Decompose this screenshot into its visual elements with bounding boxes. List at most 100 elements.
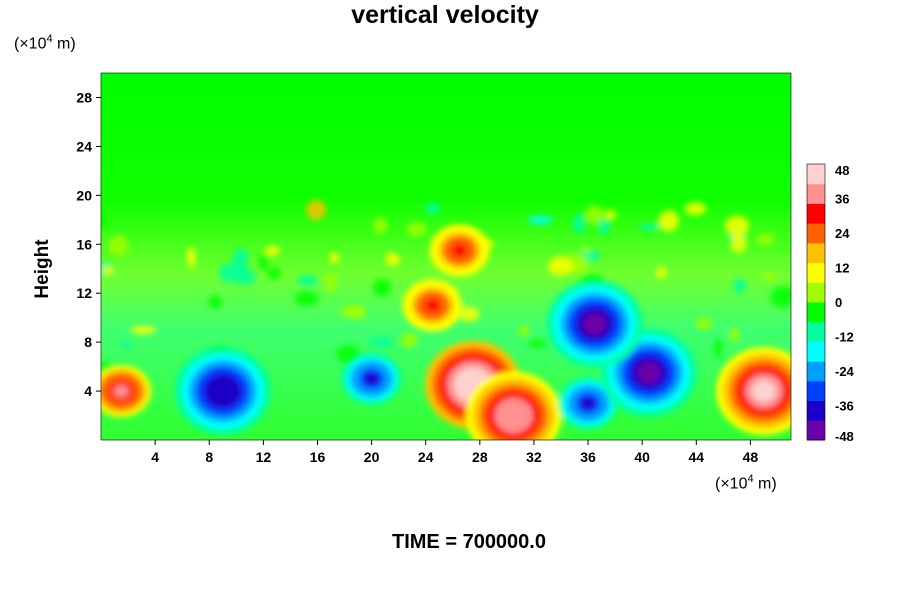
turbulence-cell — [684, 202, 707, 216]
colorbar-band — [807, 183, 825, 204]
turbulence-cell — [755, 233, 775, 246]
turbulence-cell — [407, 222, 427, 237]
feature-updraft — [501, 404, 526, 427]
colorbar-tick-label: 48 — [835, 163, 849, 178]
turbulence-cell — [725, 215, 750, 237]
colorbar-frame — [806, 163, 826, 441]
turbulence-cell — [584, 205, 604, 224]
x-tick-label: 16 — [310, 449, 326, 465]
y-unit-exponent: 4 — [46, 33, 53, 45]
feature-downdraft — [364, 372, 380, 386]
y-tick-label: 28 — [76, 89, 92, 105]
y-tick-label: 16 — [76, 236, 92, 252]
turbulence-cell — [368, 337, 395, 347]
y-axis-unit: (×104 m) — [14, 33, 76, 53]
colorbar-band — [807, 223, 825, 244]
turbulence-cell — [186, 247, 196, 268]
turbulence-cell — [770, 286, 791, 308]
colorbar-tick-label: 24 — [835, 226, 850, 241]
plot-frame — [100, 72, 792, 441]
x-tick-label: 24 — [418, 449, 434, 465]
turbulence-cell — [385, 253, 401, 266]
time-label: TIME = 700000.0 — [392, 531, 546, 553]
colorbar-tick-label: 36 — [835, 192, 849, 207]
x-unit-exponent: 4 — [747, 473, 754, 485]
turbulence-cell — [695, 317, 712, 330]
x-tick-label: 40 — [634, 449, 650, 465]
turbulence-cell — [101, 360, 109, 371]
colorbar-band — [807, 361, 825, 382]
y-tick-label: 12 — [76, 285, 92, 301]
colorbar-band — [807, 302, 825, 323]
turbulence-cell — [658, 210, 679, 232]
turbulence-cell — [101, 211, 107, 230]
x-tick-label: 8 — [205, 449, 213, 465]
feature-updraft — [424, 298, 440, 312]
turbulence-cell — [517, 326, 531, 336]
colorbar-band — [807, 242, 825, 264]
turbulence-cell — [730, 233, 747, 253]
velocity-field — [101, 73, 791, 440]
x-tick-label: 44 — [689, 449, 705, 465]
colorbar-band — [807, 321, 825, 342]
turbulence-cell — [729, 327, 740, 342]
y-tick-label: 20 — [76, 187, 92, 203]
turbulence-cell — [733, 277, 746, 294]
turbulence-cell — [324, 271, 337, 293]
feature-layer — [101, 224, 791, 440]
turbulence-cell — [207, 295, 223, 309]
x-axis-unit: (×104 m) — [715, 473, 777, 493]
turbulence-cell — [267, 267, 282, 280]
turbulence-cell — [101, 266, 114, 275]
x-tick-label: 12 — [256, 449, 272, 465]
y-tick-label: 4 — [84, 383, 92, 399]
feature-downdraft — [582, 312, 607, 335]
turbulence-cell — [637, 223, 661, 231]
turbulence-cell — [424, 203, 441, 215]
y-tick-label: 24 — [76, 138, 92, 154]
x-tick-label: 20 — [364, 449, 380, 465]
turbulence-cell — [763, 271, 776, 282]
feature-updraft — [452, 243, 468, 257]
x-tick-label: 4 — [151, 449, 159, 465]
turbulence-cell — [130, 325, 156, 335]
turbulence-cell — [597, 219, 611, 235]
turbulence-cell — [296, 275, 318, 286]
turbulence-cell — [329, 252, 340, 264]
colorbar: 48 36 24 12 0 -12 -24 -36 -48 — [806, 163, 855, 444]
x-tick-label: 36 — [580, 449, 596, 465]
feature-downdraft — [210, 380, 235, 403]
turbulence-cell — [547, 256, 572, 276]
x-unit-prefix: (×10 — [715, 475, 748, 493]
x-unit-suffix: m) — [753, 475, 777, 493]
x-tick-label: 32 — [526, 449, 542, 465]
x-axis-ticks: 4 8 12 16 20 24 28 32 36 40 44 48 — [151, 440, 758, 465]
y-axis-ticks: 4 8 12 16 20 24 28 — [76, 89, 101, 399]
colorbar-tick-label: -12 — [835, 330, 854, 345]
y-unit-suffix: m) — [52, 35, 76, 53]
colorbar-band — [807, 380, 825, 402]
colorbar-band — [807, 262, 825, 283]
turbulence-cell — [340, 304, 366, 319]
turbulence-cell — [604, 209, 617, 220]
colorbar-tick-label: 0 — [835, 295, 842, 310]
x-tick-label: 28 — [472, 449, 488, 465]
y-tick-label: 8 — [84, 334, 92, 350]
turbulence-cell — [528, 215, 553, 225]
turbulence-cell — [714, 337, 723, 359]
y-unit-prefix: (×10 — [14, 35, 47, 53]
colorbar-tick-label: -48 — [835, 429, 854, 444]
feature-updraft — [751, 380, 776, 403]
colorbar-band — [807, 420, 825, 441]
turbulence-cell — [656, 266, 667, 279]
colorbar-tick-label: -24 — [835, 364, 855, 379]
turbulence-cell — [457, 306, 480, 322]
chart-title: vertical velocity — [351, 1, 539, 29]
x-tick-label: 48 — [743, 449, 759, 465]
colorbar-tick-label: -36 — [835, 399, 854, 414]
turbulence-cell — [373, 217, 388, 234]
turbulence-cell — [580, 246, 591, 254]
feature-updraft — [113, 384, 129, 398]
turbulence-cell — [258, 252, 269, 271]
turbulence-cell — [107, 235, 129, 256]
